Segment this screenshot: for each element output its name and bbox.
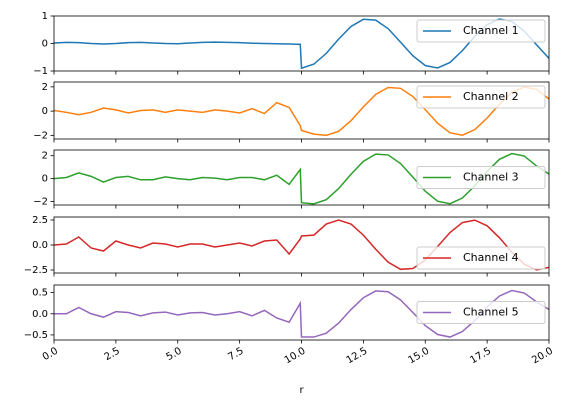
legend: Channel 2 [416, 85, 546, 109]
data-line [54, 18, 549, 70]
data-line [54, 219, 549, 271]
y-tick-label: 1 [42, 11, 48, 22]
legend-box [416, 166, 546, 189]
y-tick-label: −0.5 [24, 330, 48, 341]
x-tick-label: 17.5 [468, 346, 493, 367]
x-tick-label: 10.0 [283, 346, 308, 367]
x-tick-label: 2.5 [103, 346, 122, 363]
data-line [54, 86, 549, 137]
legend-label: Channel 5 [463, 306, 519, 319]
x-axis-label: r [299, 385, 304, 396]
legend-box [416, 85, 546, 109]
legend-box [416, 246, 546, 270]
x-tick-label: 0.0 [41, 346, 60, 363]
axes-frame [53, 15, 550, 72]
axes-frame [53, 284, 550, 341]
legend-label: Channel 2 [463, 90, 519, 103]
y-tick-label: 0 [42, 106, 48, 117]
y-tick-label: 2.5 [32, 215, 48, 226]
legend-label: Channel 4 [463, 251, 519, 264]
x-tick-label: 5.0 [164, 346, 183, 363]
y-tick-label: −1 [33, 66, 48, 77]
y-tick-label: 0 [42, 174, 48, 185]
legend: Channel 5 [416, 301, 546, 324]
y-tick-label: 0 [42, 39, 48, 50]
x-tick-label: 12.5 [345, 346, 370, 367]
legend: Channel 4 [416, 246, 546, 270]
x-tick-label: 15.0 [406, 346, 431, 367]
y-tick-label: 0.5 [32, 288, 48, 299]
legend: Channel 3 [416, 166, 546, 189]
legend-box [416, 301, 546, 324]
legend: Channel 1 [416, 19, 546, 43]
legend-box [416, 19, 546, 43]
y-tick-label: −2 [33, 130, 48, 141]
y-tick-label: 2 [42, 151, 48, 162]
y-tick-label: 0.0 [32, 240, 48, 251]
axes-frame [53, 81, 550, 140]
y-tick-label: −2 [33, 197, 48, 208]
legend-label: Channel 1 [463, 24, 519, 37]
y-tick-label: 2 [42, 82, 48, 93]
data-line [54, 152, 549, 205]
axes-frame [53, 149, 550, 206]
y-tick-label: 0.0 [32, 309, 48, 320]
y-tick-label: −2.5 [24, 265, 48, 276]
x-tick-label: 7.5 [226, 346, 245, 363]
data-line [54, 289, 549, 338]
x-tick-label: 20.0 [530, 346, 555, 367]
legend-label: Channel 3 [463, 171, 519, 184]
axes-frame [53, 216, 550, 274]
